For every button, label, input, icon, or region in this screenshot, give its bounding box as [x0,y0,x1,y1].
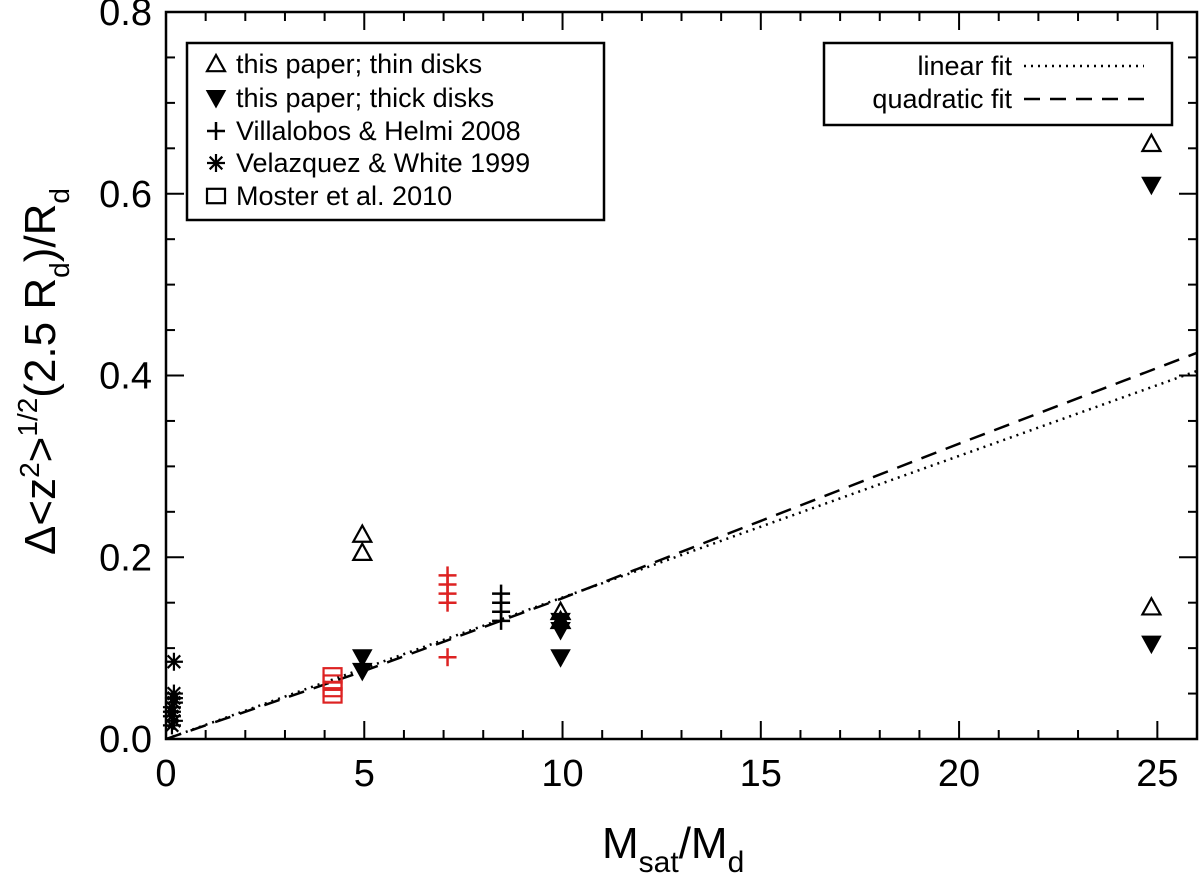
point-s5-3-shape [322,687,343,704]
point-s1-3-shape [550,622,571,641]
legend-symbol-4-shape [205,187,227,205]
point-s1-6-shape [1141,635,1162,655]
plot-frame [164,10,1199,741]
point-s0-5 [1140,595,1163,616]
legend-marker-symbols [205,52,227,205]
legend-markers: this paper; thin disks this paper; thick… [185,41,606,222]
legend-fits-box [822,41,1174,127]
y-axis-label-tail: (2.5 R [16,278,65,398]
point-s4-0-d2 [166,654,182,669]
y-tick-label: 0.6 [99,174,152,216]
point-s1-3 [550,622,571,641]
y-tick-label: 0.0 [99,719,152,761]
y-axis-label-sub2: d [44,188,75,204]
point-s0-1-shape [351,541,374,562]
legend-symbol-1-shape [205,90,227,109]
tick-labels: 0 5 10 15 20 25 0.0 0.2 0.4 0.6 0.8 [99,0,1178,795]
y-axis-label-sup1: 2 [14,462,45,478]
legend-label-thick-disks: this paper; thick disks [236,83,494,113]
point-s1-1 [352,662,373,682]
x-tick-label: 10 [541,753,583,795]
y-tick-label: 0.4 [99,356,152,398]
point-s1-4-shape [550,649,571,668]
tick-layer [165,11,1198,740]
legend-label-velazquez: Velazquez & White 1999 [236,148,530,178]
y-axis-label: Δ<z2>1/2(2.5 Rd)/Rd [12,188,75,555]
point-s1-1-shape [352,662,373,682]
point-s4-8-d2 [164,718,180,733]
legend-label-thin-disks: this paper; thin disks [236,49,482,79]
point-s0-5-shape [1140,595,1163,616]
fit-lines [165,351,1198,741]
point-s0-1 [351,541,374,562]
x-tick-label: 15 [740,753,782,795]
x-axis-label-sub1: sat [639,846,680,878]
x-axis-label: Msat/Md [602,819,744,878]
point-s1-0-shape [352,649,373,668]
y-tick-label: 0.8 [99,0,152,34]
y-axis-label-mid: > [16,437,65,463]
legend-label-villalobos: Villalobos & Helmi 2008 [236,116,521,146]
point-s0-4-shape [1140,132,1163,153]
point-s3-4 [438,648,457,667]
y-axis-label-sub1: d [44,262,75,278]
y-axis-label-tail2: )/R [16,204,65,263]
legend-label-moster: Moster et al. 2010 [236,181,452,211]
x-tick-label: 0 [155,753,176,795]
linear-fit-line [165,369,1198,741]
point-s1-2-shape [550,612,571,632]
legend-label-linear-fit: linear fit [917,51,1012,81]
legend-symbol-3-d2 [208,155,224,171]
point-s1-6 [1141,635,1162,655]
point-s1-5-shape [1141,176,1162,196]
legend-symbol-4 [205,187,227,205]
legend-symbol-0-shape [205,52,227,73]
legend-symbol-1 [205,90,227,109]
point-s0-4 [1140,132,1163,153]
quadratic-fit-line [165,351,1198,741]
legend-symbol-0 [205,52,227,73]
x-tick-label: 20 [938,753,980,795]
legend-symbol-2 [207,122,225,140]
x-axis-label-main: M [602,819,639,868]
y-axis-label-sup2: 1/2 [12,398,43,437]
x-axis-label-sub2: d [728,846,745,878]
point-s3-3 [438,593,457,612]
point-s5-3 [322,687,343,704]
point-s2-3 [492,611,511,630]
x-axis-label-mid: /M [679,819,728,868]
point-s1-2 [550,612,571,632]
point-s1-4 [550,649,571,668]
y-axis-label-main: Δ<z [16,478,65,555]
legend-fits: linear fit quadratic fit [822,41,1174,127]
point-s1-0 [352,649,373,668]
y-tick-label: 0.2 [99,537,152,579]
x-tick-label: 25 [1136,753,1178,795]
point-s4-0 [164,652,183,671]
legend-markers-box [185,41,606,222]
point-s1-5 [1141,176,1162,196]
x-tick-label: 5 [354,753,375,795]
data-points [162,132,1163,735]
legend-symbol-3 [207,154,225,172]
legend-label-quadratic-fit: quadratic fit [872,84,1012,114]
